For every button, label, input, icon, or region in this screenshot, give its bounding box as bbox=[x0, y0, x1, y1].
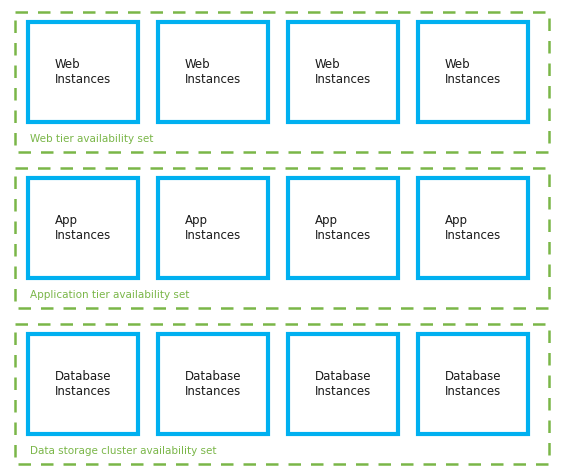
Bar bbox=[28, 178, 138, 278]
Text: Web
Instances: Web Instances bbox=[55, 58, 111, 86]
Text: Application tier availability set: Application tier availability set bbox=[30, 290, 190, 300]
Bar bbox=[288, 22, 398, 122]
Text: App
Instances: App Instances bbox=[185, 214, 241, 242]
Text: Database
Instances: Database Instances bbox=[55, 370, 111, 398]
Text: Web
Instances: Web Instances bbox=[315, 58, 371, 86]
Bar bbox=[158, 334, 268, 434]
Text: Database
Instances: Database Instances bbox=[185, 370, 241, 398]
Bar bbox=[158, 178, 268, 278]
Bar bbox=[288, 334, 398, 434]
Bar bbox=[28, 334, 138, 434]
Bar bbox=[28, 22, 138, 122]
Bar bbox=[418, 334, 528, 434]
Text: App
Instances: App Instances bbox=[445, 214, 501, 242]
Bar bbox=[418, 178, 528, 278]
Text: Data storage cluster availability set: Data storage cluster availability set bbox=[30, 446, 217, 456]
Text: Web tier availability set: Web tier availability set bbox=[30, 134, 153, 144]
Bar bbox=[158, 22, 268, 122]
Text: Web
Instances: Web Instances bbox=[445, 58, 501, 86]
Bar bbox=[15, 324, 549, 464]
Text: App
Instances: App Instances bbox=[315, 214, 371, 242]
Bar bbox=[418, 22, 528, 122]
Bar bbox=[15, 168, 549, 308]
Text: Web
Instances: Web Instances bbox=[185, 58, 241, 86]
Text: Database
Instances: Database Instances bbox=[445, 370, 501, 398]
Bar bbox=[288, 178, 398, 278]
Bar bbox=[15, 12, 549, 152]
Text: App
Instances: App Instances bbox=[55, 214, 111, 242]
Text: Database
Instances: Database Instances bbox=[315, 370, 371, 398]
